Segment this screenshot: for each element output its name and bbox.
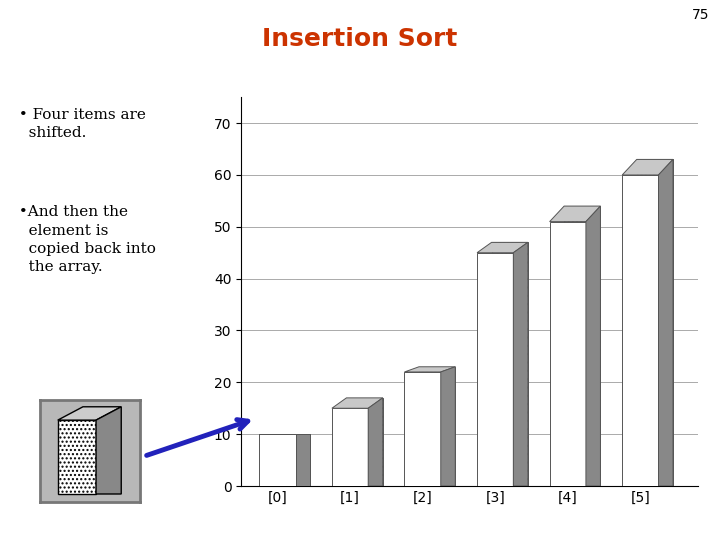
- Polygon shape: [405, 372, 441, 486]
- Text: •And then the
   element is
   copied back into
   the array.: •And then the element is copied back int…: [14, 205, 156, 274]
- Polygon shape: [405, 367, 455, 372]
- Polygon shape: [492, 242, 528, 486]
- Polygon shape: [622, 159, 673, 175]
- Text: Insertion Sort: Insertion Sort: [262, 27, 458, 51]
- Polygon shape: [513, 242, 528, 486]
- Polygon shape: [477, 253, 513, 486]
- Text: 75: 75: [692, 8, 709, 22]
- Polygon shape: [96, 407, 121, 494]
- Polygon shape: [274, 434, 310, 486]
- Polygon shape: [346, 398, 383, 486]
- Polygon shape: [58, 407, 121, 420]
- Text: • Four items are
   shifted.: • Four items are shifted.: [14, 108, 146, 140]
- Polygon shape: [368, 398, 383, 486]
- Polygon shape: [622, 175, 659, 486]
- Polygon shape: [564, 206, 600, 486]
- Polygon shape: [296, 434, 310, 486]
- Polygon shape: [259, 434, 296, 486]
- Polygon shape: [636, 159, 673, 486]
- Polygon shape: [419, 367, 455, 486]
- Polygon shape: [332, 408, 368, 486]
- Polygon shape: [477, 242, 528, 253]
- Polygon shape: [549, 206, 600, 221]
- Polygon shape: [441, 367, 455, 486]
- Polygon shape: [549, 221, 586, 486]
- Polygon shape: [659, 159, 673, 486]
- Polygon shape: [58, 420, 96, 494]
- Polygon shape: [332, 398, 383, 408]
- Polygon shape: [586, 206, 600, 486]
